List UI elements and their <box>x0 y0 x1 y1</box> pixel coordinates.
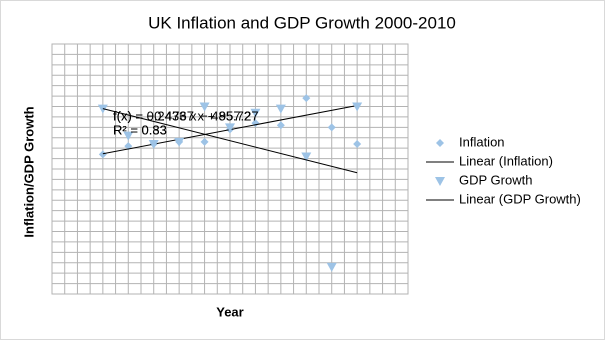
triangle-point <box>275 104 286 114</box>
triangle-point <box>148 140 159 149</box>
plot-border <box>51 43 409 295</box>
trend-equation: R² = 0.33 <box>113 122 167 137</box>
diamond-point <box>276 121 285 130</box>
triangle-point <box>301 152 312 162</box>
x-axis-label: Year <box>216 304 243 319</box>
triangle-point <box>352 102 363 112</box>
triangle-point <box>435 177 445 186</box>
triangle-point <box>174 137 185 147</box>
diamond-point <box>436 139 444 147</box>
diamond-point <box>327 123 336 132</box>
legend-label: GDP Growth <box>459 172 532 187</box>
legend-label: Linear (GDP Growth) <box>459 191 581 206</box>
triangle-point <box>123 131 134 141</box>
trend-equation: f(x) = −0.4767 x + 957.27 <box>113 108 259 123</box>
chart-title: UK Inflation and GDP Growth 2000-2010 <box>148 13 456 32</box>
trend-line <box>102 108 358 174</box>
diamond-point <box>353 140 362 148</box>
trend-equation: R² = 0.83 <box>113 122 167 137</box>
triangle-point <box>199 102 210 112</box>
triangle-point <box>326 262 337 272</box>
triangle-point <box>225 123 235 133</box>
legend-label: Inflation <box>459 134 505 149</box>
triangle-point <box>250 108 261 118</box>
diamond-point <box>302 94 311 103</box>
y-axis-label: Inflation/GDP Growth <box>21 106 36 237</box>
diamond-point <box>98 150 107 159</box>
diamond-point <box>200 137 209 146</box>
legend-label: Linear (Inflation) <box>459 153 553 168</box>
trend-equation: f(x) = 0.2433 x − 485.72 <box>113 108 251 123</box>
